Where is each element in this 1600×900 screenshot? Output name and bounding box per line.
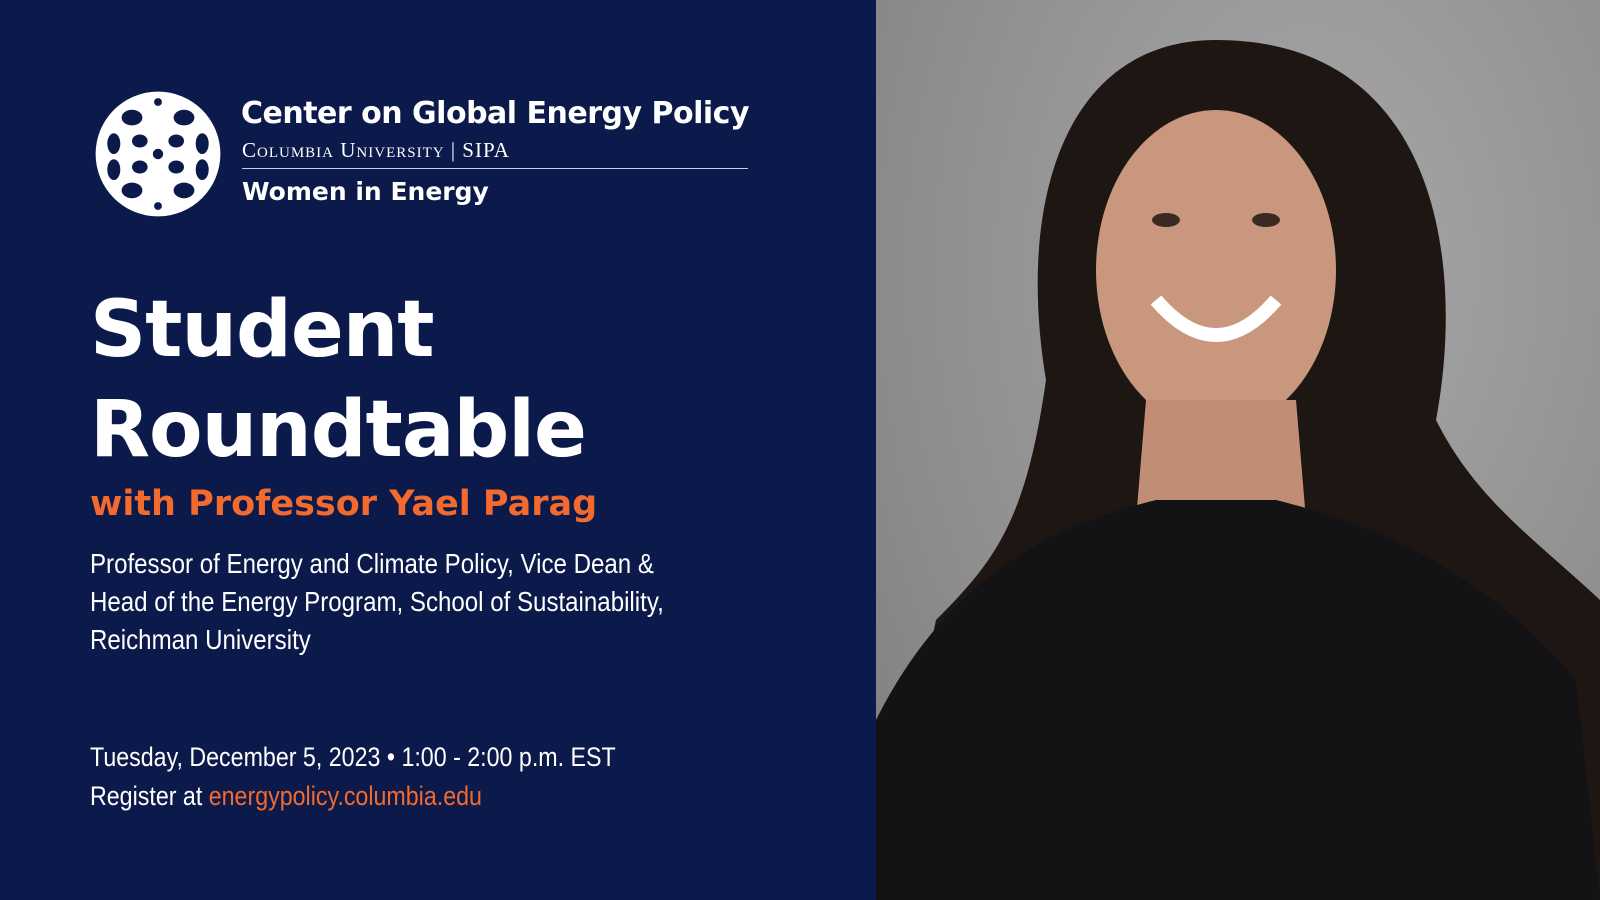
seal-logo-icon <box>95 91 221 217</box>
info-panel: Center on Global Energy Policy Columbia … <box>90 91 830 816</box>
desc-line: Head of the Energy Program, School of Su… <box>90 586 664 617</box>
event-title: Student Roundtable <box>90 280 587 480</box>
event-datetime: Tuesday, December 5, 2023 • 1:00 - 2:00 … <box>90 742 616 772</box>
program-name: Women in Energy <box>242 177 489 206</box>
speaker-description: Professor of Energy and Climate Policy, … <box>90 545 830 659</box>
desc-line: Professor of Energy and Climate Policy, … <box>90 548 654 579</box>
register-link[interactable]: energypolicy.columbia.edu <box>208 781 482 811</box>
speaker-photo <box>876 0 1600 900</box>
university-name: Columbia University | SIPA <box>242 138 510 162</box>
register-line: Register at energypolicy.columbia.edu <box>90 777 744 816</box>
title-line: Student <box>90 285 435 375</box>
register-prefix: Register at <box>90 781 209 811</box>
desc-line: Reichman University <box>90 624 311 655</box>
title-line: Roundtable <box>90 385 587 475</box>
divider <box>242 168 748 169</box>
org-name: Center on Global Energy Policy <box>241 96 750 131</box>
event-details: Tuesday, December 5, 2023 • 1:00 - 2:00 … <box>90 738 744 816</box>
event-subtitle: with Professor Yael Parag <box>90 484 598 524</box>
speaker-portrait-image <box>876 40 1600 900</box>
